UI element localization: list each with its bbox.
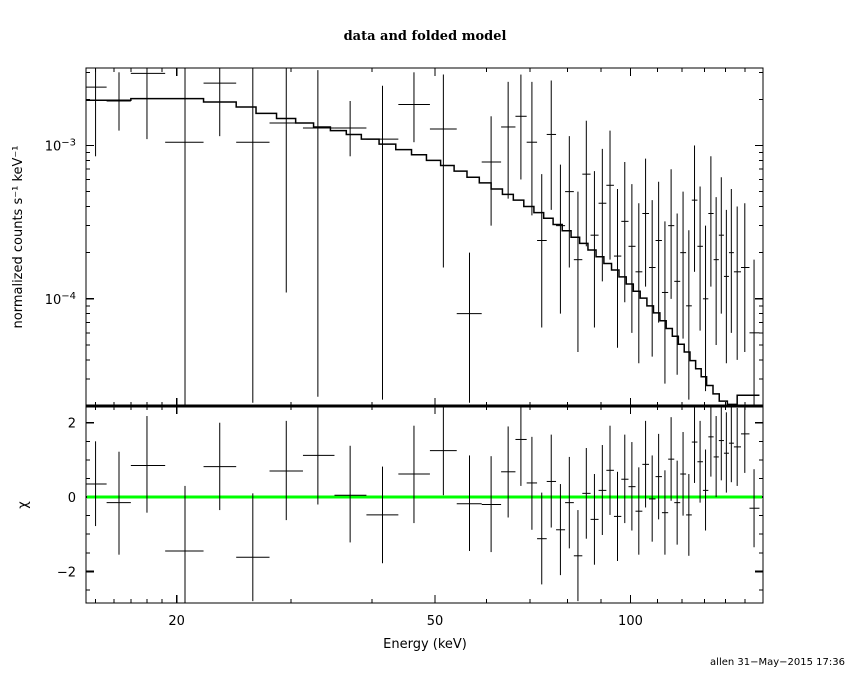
y-axis-tick-label: 0	[68, 491, 76, 506]
model-step-histogram	[86, 97, 760, 406]
y-axis-label-chi: χ	[16, 501, 31, 509]
y-axis-tick-label: −2	[57, 565, 76, 580]
x-axis-tick-label: 100	[618, 614, 643, 629]
x-axis-tick-label: 50	[427, 614, 444, 629]
data-errorbars-spectrum	[86, 68, 760, 406]
x-axis-tick-label: 20	[168, 614, 185, 629]
timestamp-stamp: allen 31−May−2015 17:36	[710, 657, 845, 668]
data-errorbars-residual	[86, 406, 760, 603]
residual-plot-frame	[85, 405, 764, 604]
y-axis-tick-label: 2	[68, 417, 76, 432]
page-title: data and folded model	[344, 29, 507, 44]
x-axis-label: Energy (keV)	[383, 637, 467, 652]
y-axis-label-counts: normalized counts s⁻¹ keV⁻¹	[11, 146, 26, 329]
